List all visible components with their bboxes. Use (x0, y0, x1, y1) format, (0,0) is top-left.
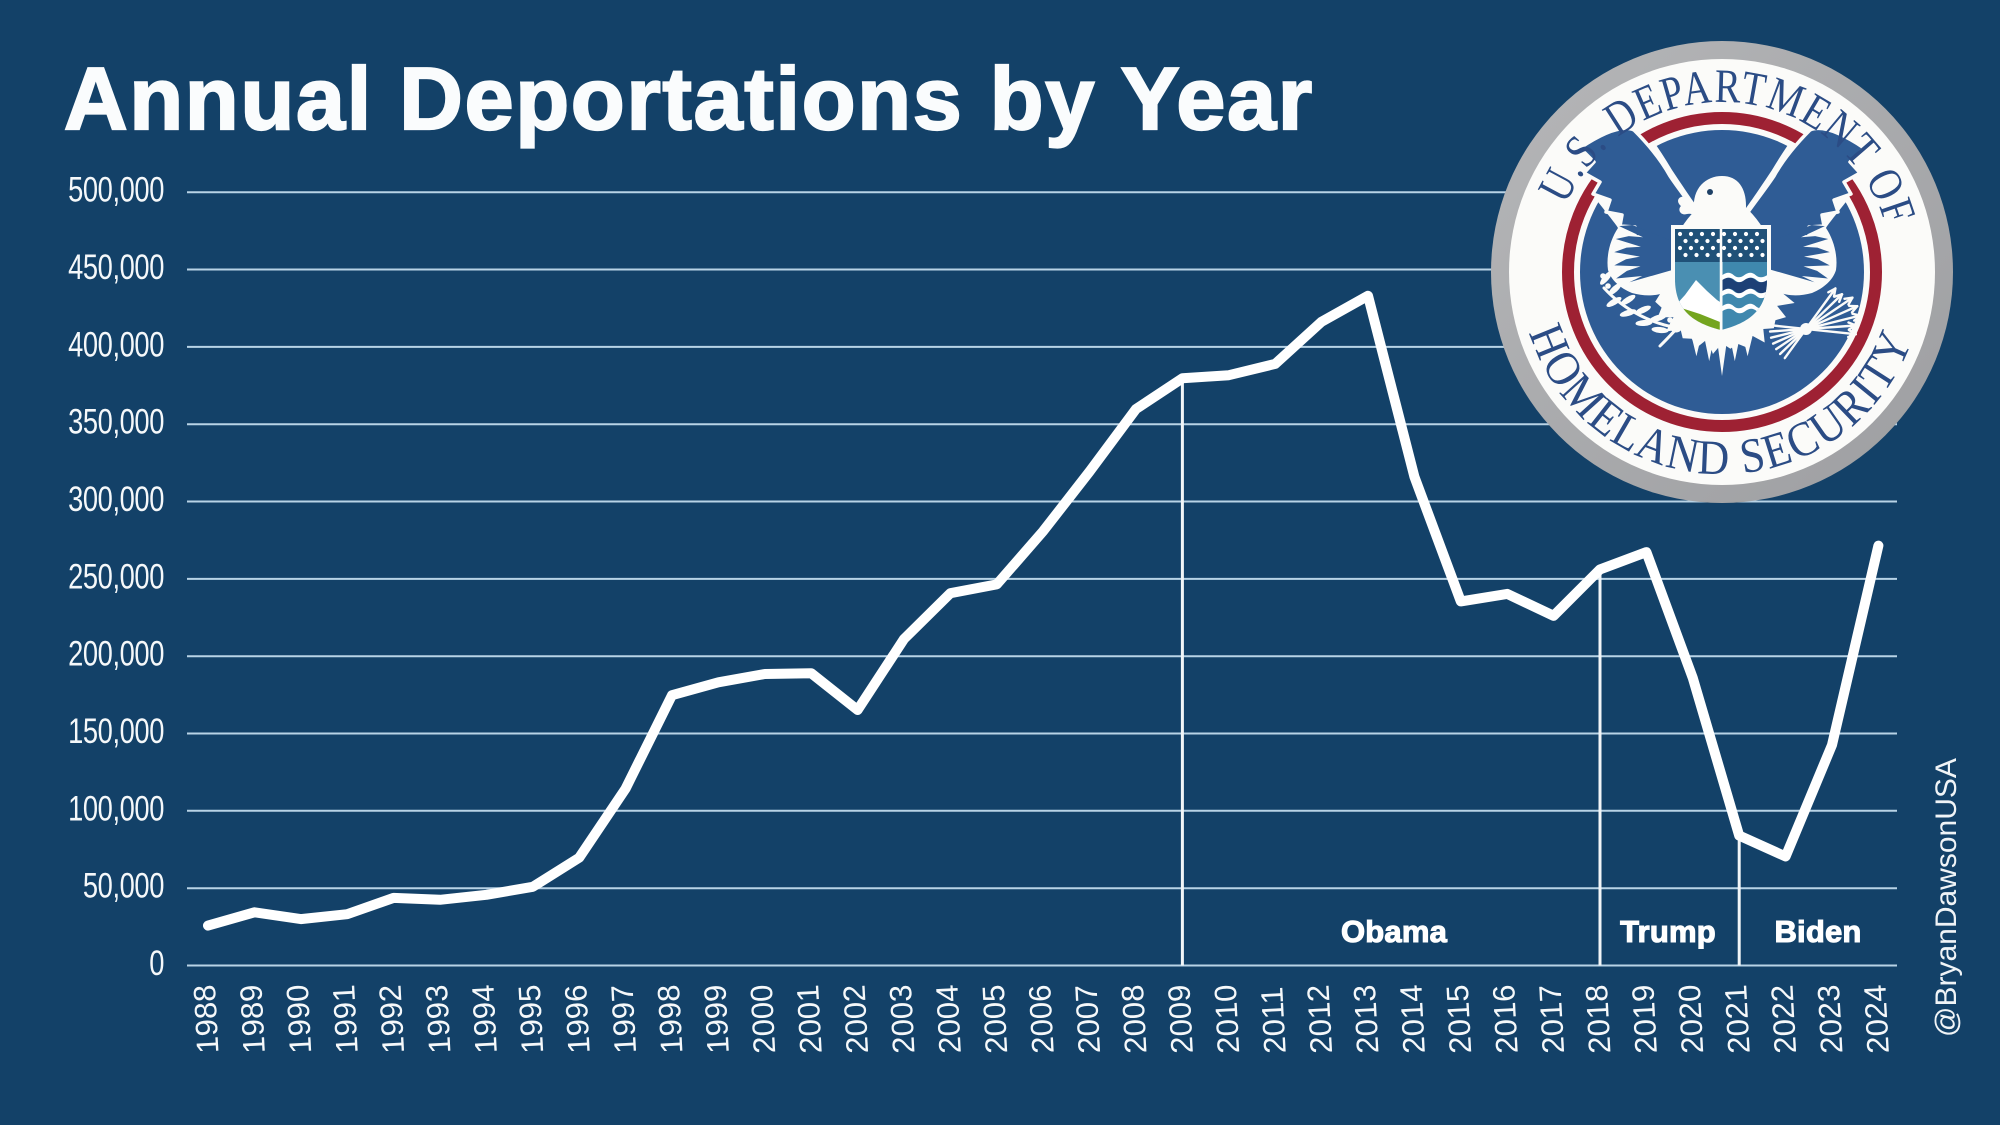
svg-text:1998: 1998 (651, 984, 690, 1055)
svg-text:150,000: 150,000 (68, 712, 164, 751)
svg-text:500,000: 500,000 (68, 170, 164, 209)
svg-text:1999: 1999 (697, 984, 736, 1055)
svg-text:1995: 1995 (512, 984, 551, 1055)
svg-text:1996: 1996 (558, 984, 597, 1055)
svg-text:1992: 1992 (373, 984, 412, 1055)
svg-text:400,000: 400,000 (68, 325, 164, 364)
svg-text:2014: 2014 (1393, 984, 1432, 1055)
svg-text:2010: 2010 (1208, 984, 1247, 1055)
svg-text:2020: 2020 (1672, 984, 1711, 1055)
svg-text:1994: 1994 (465, 984, 504, 1055)
svg-text:2003: 2003 (883, 984, 922, 1055)
svg-text:1988: 1988 (187, 984, 226, 1055)
svg-text:2007: 2007 (1069, 984, 1108, 1055)
svg-text:450,000: 450,000 (68, 248, 164, 287)
svg-text:Trump: Trump (1620, 914, 1716, 949)
svg-text:Biden: Biden (1774, 914, 1861, 949)
svg-text:@BryanDawsonUSA: @BryanDawsonUSA (1930, 758, 1963, 1037)
svg-text:250,000: 250,000 (68, 557, 164, 596)
svg-text:Obama: Obama (1341, 914, 1448, 949)
svg-text:2005: 2005 (976, 984, 1015, 1055)
svg-text:2008: 2008 (1115, 984, 1154, 1055)
svg-text:300,000: 300,000 (68, 480, 164, 519)
svg-text:2002: 2002 (837, 984, 876, 1055)
svg-text:2001: 2001 (790, 984, 829, 1055)
svg-text:50,000: 50,000 (83, 866, 164, 905)
svg-text:1990: 1990 (280, 984, 319, 1055)
svg-text:2021: 2021 (1718, 984, 1757, 1055)
svg-text:2009: 2009 (1161, 984, 1200, 1055)
svg-text:2022: 2022 (1765, 984, 1804, 1055)
svg-text:100,000: 100,000 (68, 789, 164, 828)
svg-text:200,000: 200,000 (68, 634, 164, 673)
svg-text:2018: 2018 (1579, 984, 1618, 1055)
svg-text:2016: 2016 (1486, 984, 1525, 1055)
svg-text:0: 0 (149, 944, 164, 983)
svg-text:2004: 2004 (929, 984, 968, 1055)
svg-text:2017: 2017 (1533, 984, 1572, 1055)
svg-text:2024: 2024 (1857, 984, 1896, 1055)
svg-text:2023: 2023 (1811, 984, 1850, 1055)
svg-text:2006: 2006 (1022, 984, 1061, 1055)
svg-text:1997: 1997 (605, 984, 644, 1055)
svg-text:1991: 1991 (326, 984, 365, 1055)
svg-text:1993: 1993 (419, 984, 458, 1055)
svg-text:2019: 2019 (1625, 984, 1664, 1055)
svg-text:1989: 1989 (233, 984, 272, 1055)
svg-text:2011: 2011 (1254, 986, 1292, 1054)
svg-text:2000: 2000 (744, 984, 783, 1055)
svg-text:2013: 2013 (1347, 984, 1386, 1055)
svg-text:350,000: 350,000 (68, 402, 164, 441)
svg-text:2015: 2015 (1440, 984, 1479, 1055)
svg-text:2012: 2012 (1301, 984, 1340, 1055)
